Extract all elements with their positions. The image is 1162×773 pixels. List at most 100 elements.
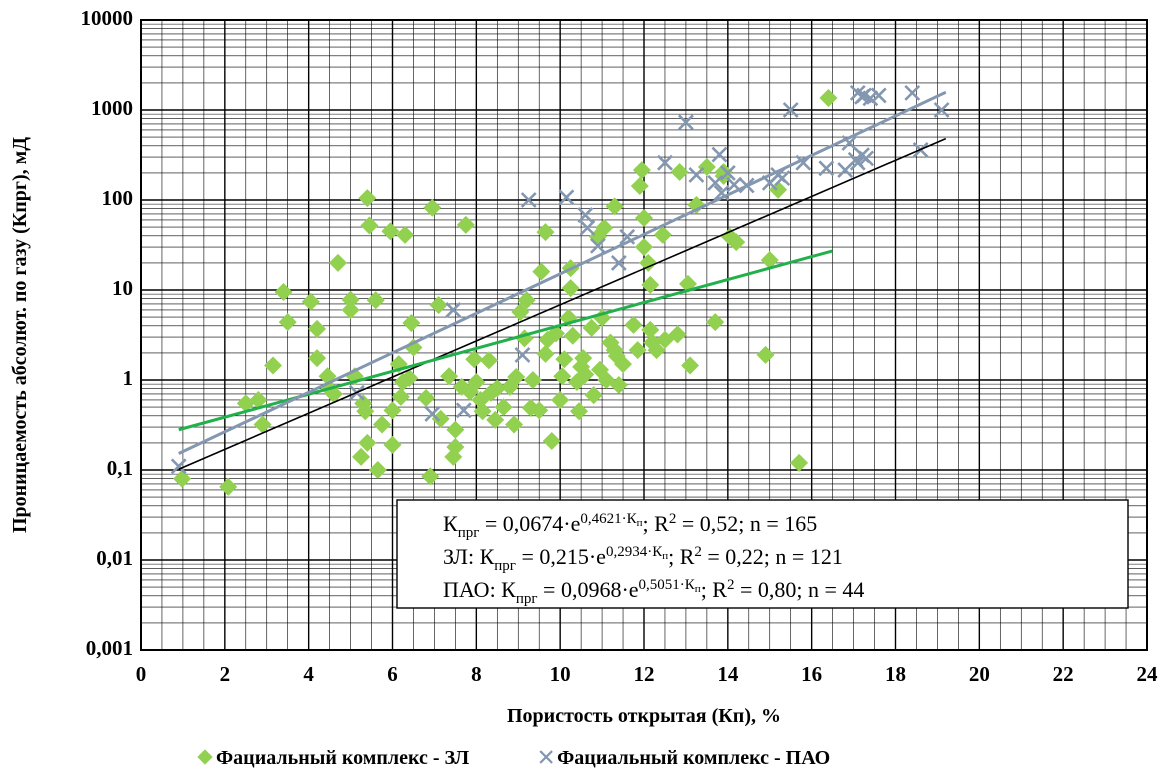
point [356, 402, 375, 421]
point [849, 154, 866, 171]
point [536, 344, 555, 363]
point [774, 170, 791, 187]
annotation-part: п [695, 583, 701, 595]
point [756, 345, 775, 364]
point [517, 291, 536, 310]
point [641, 275, 660, 294]
annotation-part: 0,5051·К [639, 577, 696, 593]
y-tick-label: 10 [112, 276, 133, 300]
point [488, 379, 507, 398]
point [341, 300, 360, 319]
point [577, 207, 594, 223]
point [818, 160, 835, 177]
annotation-part: 2 [727, 577, 735, 593]
plot-border [140, 19, 1148, 651]
point [706, 313, 725, 332]
point [479, 351, 498, 370]
y-tick-label: 100 [102, 186, 134, 210]
point [278, 313, 297, 332]
annotation-part: ЗЛ: К [443, 544, 495, 569]
point [609, 375, 628, 394]
point [358, 189, 377, 208]
point [582, 318, 601, 337]
annotation-part: 2 [669, 511, 677, 527]
point [197, 749, 213, 765]
point [584, 386, 603, 405]
x-tick-label: 20 [969, 662, 990, 686]
legend-label: Фациальный комплекс - ПАО [557, 747, 830, 769]
point [429, 296, 448, 315]
point [473, 402, 492, 421]
annotation-part: 0,4621·К [580, 511, 637, 527]
x-tick-label: 8 [471, 662, 482, 686]
annotation: ЗЛ: Кпрг = 0,215·e0,2934·Кп; R2 = 0,22; … [443, 544, 843, 574]
point [711, 146, 728, 163]
point [632, 161, 651, 180]
x-axis-label: Пористость открытая (Кп), % [507, 705, 781, 727]
point [719, 164, 736, 181]
y-tick-label: 0,001 [86, 636, 133, 660]
x-tick-label: 14 [717, 662, 739, 686]
point [530, 401, 549, 420]
y-tick-label: 1 [123, 366, 134, 390]
point [446, 438, 465, 457]
point [467, 373, 486, 392]
point [532, 262, 551, 281]
point [605, 197, 624, 216]
point [352, 447, 371, 466]
point [173, 469, 192, 488]
annotation-part: = 0,0674·e [479, 511, 580, 536]
point [657, 154, 673, 171]
point [653, 225, 672, 244]
point [670, 162, 689, 181]
x-tick-label: 4 [303, 662, 314, 686]
point [391, 387, 410, 406]
point [614, 355, 633, 374]
annotation-part: 2 [694, 544, 702, 560]
point [274, 283, 293, 302]
point [446, 420, 465, 439]
x-tick-label: 10 [550, 662, 571, 686]
point [760, 251, 779, 270]
point [561, 279, 580, 298]
point [514, 346, 531, 363]
trendline [178, 137, 947, 470]
point [579, 219, 596, 236]
point [249, 390, 268, 409]
point [402, 313, 421, 332]
point [366, 291, 385, 310]
annotation-box [396, 499, 1129, 609]
point [421, 467, 440, 486]
point [668, 325, 687, 344]
x-tick-label: 0 [136, 662, 147, 686]
point [553, 367, 572, 386]
point [440, 367, 459, 386]
point [635, 238, 653, 257]
point [523, 371, 542, 389]
annotation-part: п [637, 517, 643, 529]
point [542, 432, 561, 451]
point [383, 401, 402, 420]
point [862, 90, 879, 107]
x-tick-label: 24 [1137, 662, 1159, 686]
point [404, 338, 423, 357]
point [505, 415, 524, 434]
point [539, 750, 553, 764]
point [639, 253, 658, 272]
legend-label: Фациальный комплекс - ЗЛ [216, 747, 469, 769]
y-tick-label: 0,1 [107, 456, 133, 480]
point [383, 435, 402, 454]
point [819, 88, 838, 107]
point [236, 394, 255, 413]
annotation-part: ПАО: К [443, 577, 516, 602]
point [301, 292, 320, 311]
y-tick-label: 0,01 [96, 546, 133, 570]
point [624, 315, 643, 334]
point [688, 166, 705, 183]
point [360, 216, 379, 235]
y-tick-label: 10000 [81, 6, 134, 30]
annotation-part: = 0,22; n = 121 [702, 544, 843, 569]
point [782, 102, 799, 118]
point [904, 84, 921, 101]
